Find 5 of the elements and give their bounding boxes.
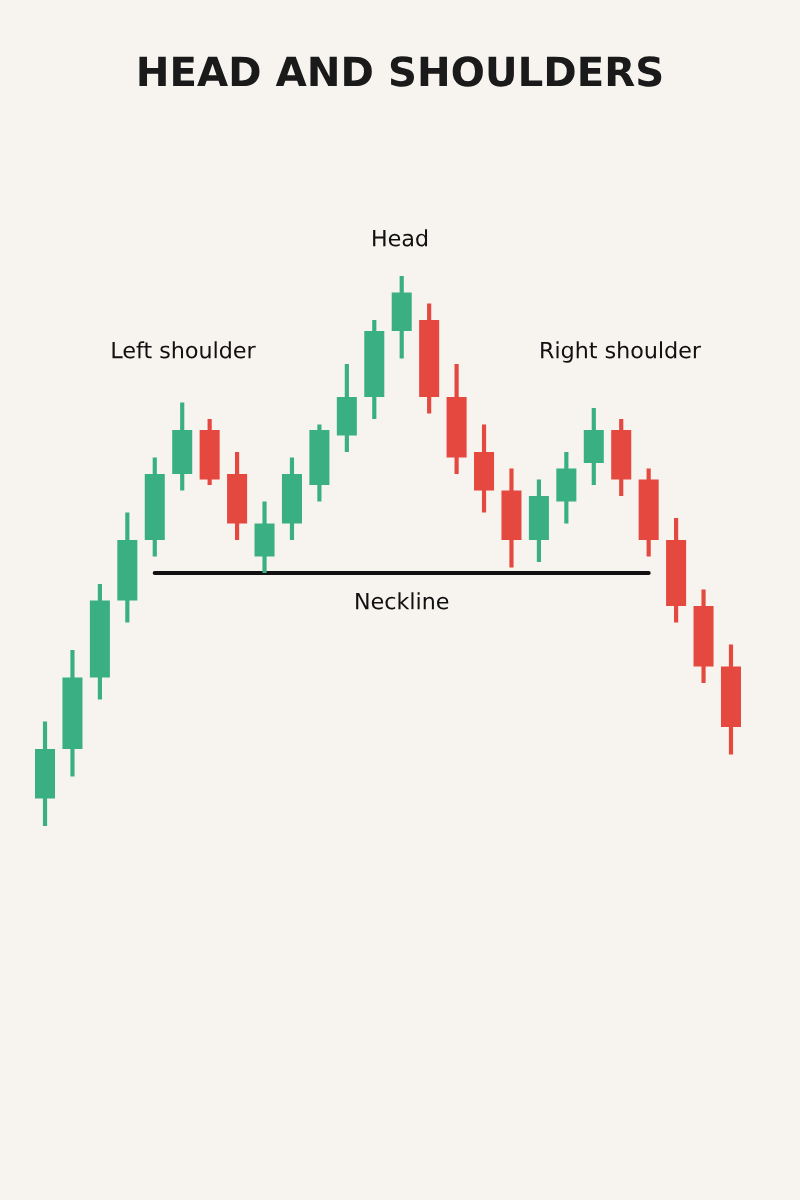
annotation: Left shoulder xyxy=(112,341,256,359)
series-label: Neckline xyxy=(356,592,449,610)
chart-title: HEAD AND SHOULDERS xyxy=(139,56,662,87)
annotation: Right shoulder xyxy=(541,341,702,363)
text: Head xyxy=(373,229,428,247)
